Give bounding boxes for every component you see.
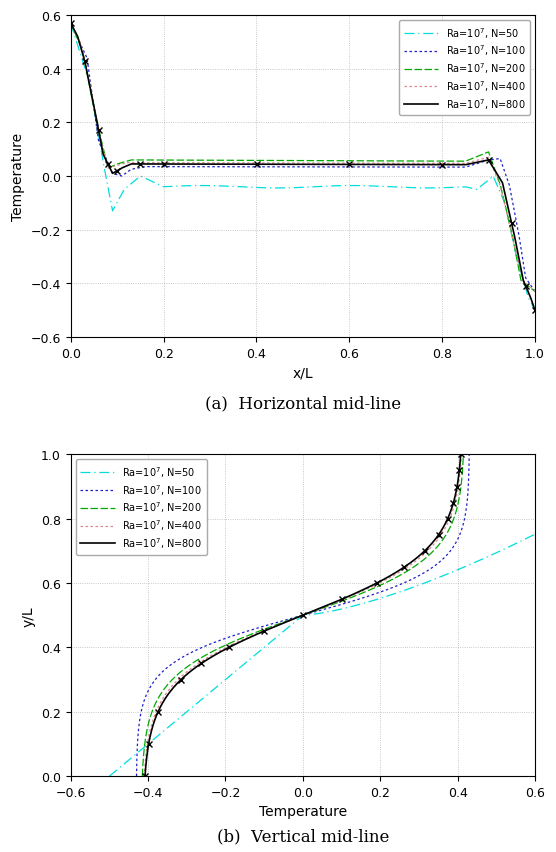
X-axis label: Temperature: Temperature bbox=[259, 804, 347, 819]
X-axis label: x/L: x/L bbox=[292, 366, 313, 380]
Legend: Ra=10$^7$, N=50, Ra=10$^7$, N=100, Ra=10$^7$, N=200, Ra=10$^7$, N=400, Ra=10$^7$: Ra=10$^7$, N=50, Ra=10$^7$, N=100, Ra=10… bbox=[399, 21, 530, 116]
Y-axis label: y/L: y/L bbox=[22, 605, 36, 626]
Legend: Ra=10$^7$, N=50, Ra=10$^7$, N=100, Ra=10$^7$, N=200, Ra=10$^7$, N=400, Ra=10$^7$: Ra=10$^7$, N=50, Ra=10$^7$, N=100, Ra=10… bbox=[76, 459, 207, 555]
Text: (b)  Vertical mid-line: (b) Vertical mid-line bbox=[217, 827, 389, 844]
Text: (a)  Horizontal mid-line: (a) Horizontal mid-line bbox=[205, 395, 401, 412]
Y-axis label: Temperature: Temperature bbox=[11, 133, 25, 221]
